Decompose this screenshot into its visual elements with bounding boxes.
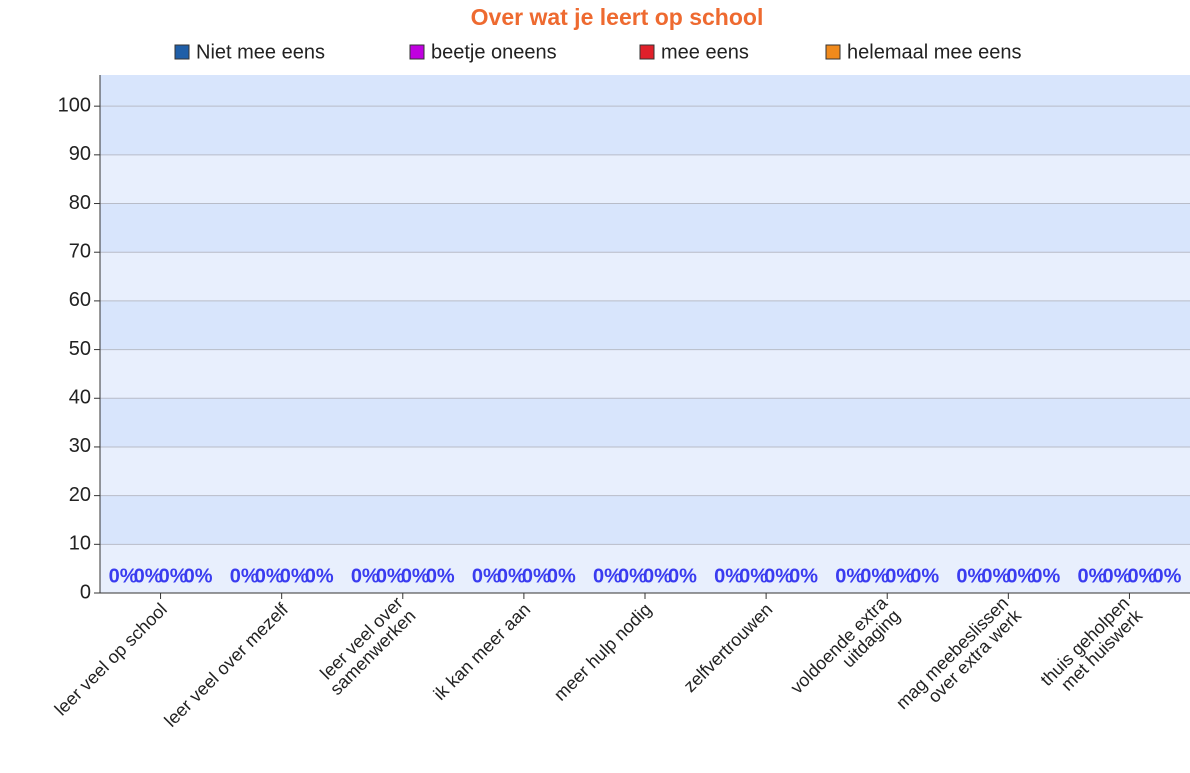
x-tick-label-group: leer veel op school [50, 599, 170, 719]
value-label: 0% [351, 565, 380, 587]
x-tick-label-line: leer veel op school [50, 599, 170, 719]
value-label: 0% [547, 565, 576, 587]
value-label: 0% [184, 565, 213, 587]
y-tick-label: 10 [69, 533, 91, 555]
value-label: 0% [739, 565, 768, 587]
value-label: 0% [714, 565, 743, 587]
y-tick-label: 90 [69, 143, 91, 165]
value-label: 0% [497, 565, 526, 587]
value-label: 0% [134, 565, 163, 587]
x-tick-label-group: meer hulp nodig [550, 599, 655, 704]
y-tick-label: 70 [69, 240, 91, 262]
value-label: 0% [426, 565, 455, 587]
y-tick-label: 80 [69, 192, 91, 214]
value-label: 0% [1127, 565, 1156, 587]
y-tick-label: 60 [69, 289, 91, 311]
plot-band [100, 154, 1190, 204]
plot-band [100, 544, 1190, 593]
value-label: 0% [835, 565, 864, 587]
x-tick-label: mag meebeslissenover extra werk [892, 592, 1026, 726]
value-label: 0% [230, 565, 259, 587]
value-label: 0% [981, 565, 1010, 587]
x-tick-label: leer veel op school [50, 599, 170, 719]
x-tick-label: meer hulp nodig [550, 599, 655, 704]
value-label: 0% [472, 565, 501, 587]
legend-label: beetje oneens [431, 41, 557, 63]
value-label: 0% [376, 565, 405, 587]
x-tick-label: thuis geholpenmet huiswerk [1036, 592, 1146, 702]
x-tick-label-group: thuis geholpenmet huiswerk [1036, 592, 1146, 702]
y-tick-label: 0 [80, 581, 91, 603]
y-tick-label: 100 [58, 94, 91, 116]
x-tick-label: leer veel over mezelf [160, 598, 292, 730]
legend-swatch [639, 44, 655, 60]
x-tick-label-line: zelfvertrouwen [679, 599, 776, 696]
x-tick-label: voldoende extrauitdaging [786, 592, 904, 710]
value-label: 0% [668, 565, 697, 587]
plot-band [100, 446, 1190, 496]
y-tick-label: 50 [69, 338, 91, 360]
value-label: 0% [860, 565, 889, 587]
value-label: 0% [956, 565, 985, 587]
value-label: 0% [885, 565, 914, 587]
x-tick-label-group: zelfvertrouwen [679, 599, 776, 696]
legend-swatch [825, 44, 841, 60]
x-tick-label-line: leer veel over mezelf [160, 598, 292, 730]
value-label: 0% [109, 565, 138, 587]
plot-background [100, 75, 1190, 593]
value-label: 0% [1152, 565, 1181, 587]
value-label: 0% [401, 565, 430, 587]
value-label: 0% [593, 565, 622, 587]
x-tick-label-group: ik kan meer aan [429, 599, 534, 704]
value-label: 0% [789, 565, 818, 587]
value-label: 0% [1031, 565, 1060, 587]
x-tick-label-line: ik kan meer aan [429, 599, 534, 704]
x-tick-label-group: leer veel over mezelf [160, 598, 292, 730]
legend-swatch [174, 44, 190, 60]
value-label: 0% [522, 565, 551, 587]
value-label: 0% [255, 565, 284, 587]
value-label: 0% [159, 565, 188, 587]
plot-band [100, 349, 1190, 399]
y-tick-label: 40 [69, 387, 91, 409]
legend-label: Niet mee eens [196, 41, 325, 63]
x-tick-label: ik kan meer aan [429, 599, 534, 704]
value-label: 0% [280, 565, 309, 587]
plot-band [100, 252, 1190, 301]
value-label: 0% [1102, 565, 1131, 587]
value-label: 0% [643, 565, 672, 587]
x-tick-label-group: voldoende extrauitdaging [786, 592, 904, 710]
value-label: 0% [618, 565, 647, 587]
legend-label: mee eens [661, 41, 749, 63]
y-tick-label: 30 [69, 435, 91, 457]
value-label: 0% [305, 565, 334, 587]
value-label: 0% [1006, 565, 1035, 587]
legend-swatch [409, 44, 425, 60]
legend-label: helemaal mee eens [847, 41, 1022, 63]
value-label: 0% [764, 565, 793, 587]
x-tick-label-group: leer veel oversamenwerken [313, 593, 419, 699]
value-label: 0% [1077, 565, 1106, 587]
y-tick-label: 20 [69, 484, 91, 506]
x-tick-label: leer veel oversamenwerken [313, 593, 419, 699]
chart-title: Over wat je leert op school [471, 4, 764, 30]
x-tick-label-line: mag meebeslissen [892, 593, 1012, 713]
x-tick-label-group: mag meebeslissenover extra werk [892, 592, 1026, 726]
value-label: 0% [910, 565, 939, 587]
x-tick-label-line: meer hulp nodig [550, 599, 655, 704]
x-tick-label: zelfvertrouwen [679, 599, 776, 696]
